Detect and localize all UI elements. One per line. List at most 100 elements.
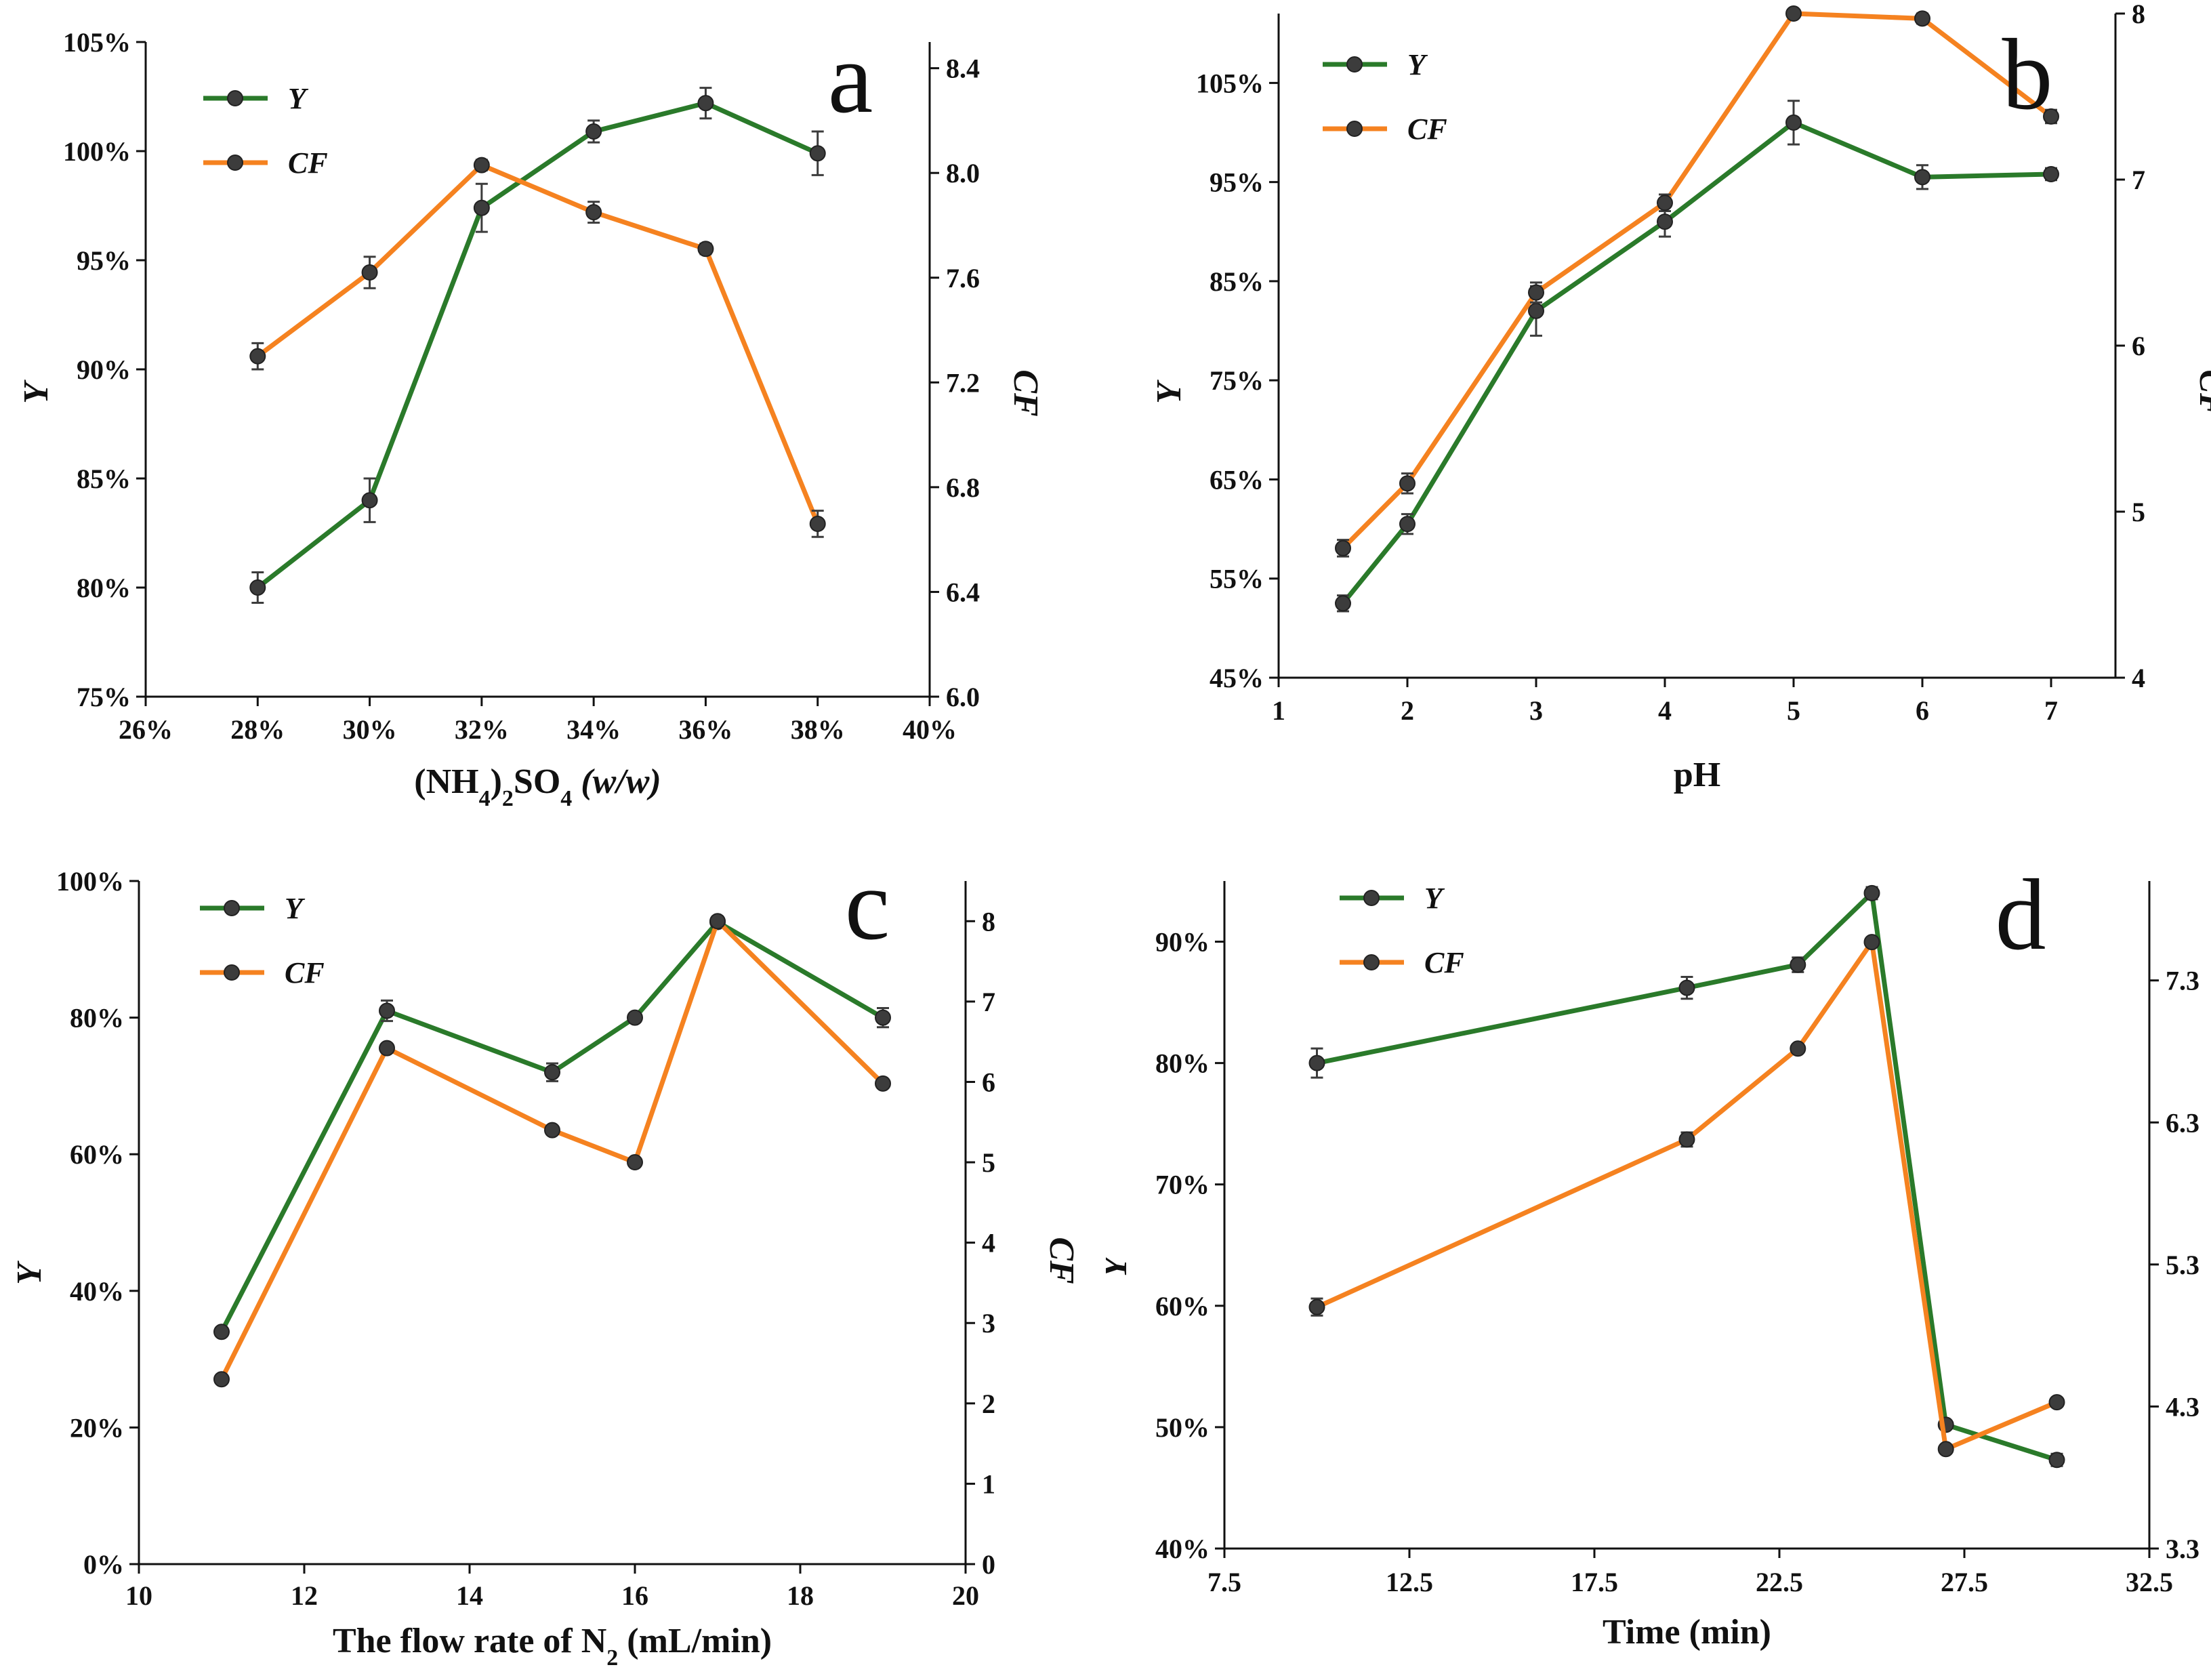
data-point-y — [2043, 165, 2059, 182]
data-point-cf — [1657, 194, 1673, 211]
legend-label-cf: CF — [288, 146, 328, 180]
data-point-y — [1678, 979, 1695, 996]
y-tick-label: 55% — [1210, 564, 1264, 594]
y2-tick-label: 7.2 — [946, 367, 980, 398]
y2-tick-label: 1 — [982, 1469, 995, 1499]
data-point-y — [697, 95, 714, 112]
x-tick-label: 16 — [621, 1580, 648, 1611]
series-line-cf — [1316, 939, 2058, 1452]
x-tick-label: 14 — [456, 1580, 483, 1611]
y2-tick-label: 3 — [982, 1308, 995, 1338]
data-point-cf — [1785, 5, 1802, 22]
chart-panel-b: 1 2 3 4 5 6 7 45% 55% 65% 75% 85% 95% 105% 4 5 6 7 8 pH Y CF Y… — [1150, 0, 2211, 794]
series-line-cf — [219, 918, 885, 1380]
legend-marker-y — [224, 900, 240, 916]
chart-panel-c: 10 12 14 16 18 200%20%40%60%80%100%012345678T… — [10, 848, 1081, 1671]
panel-letter: d — [1996, 859, 2046, 971]
y-tick-label: 40% — [70, 1276, 124, 1307]
data-point-cf — [213, 1371, 230, 1388]
data-point-y — [473, 199, 490, 216]
data-point-y — [379, 1002, 395, 1019]
legend-label-y: Y — [288, 82, 309, 115]
data-point-y — [249, 579, 266, 596]
x-tick-label: 38% — [791, 714, 845, 745]
data-point-cf — [473, 157, 490, 173]
y2-tick-label: 7 — [2132, 165, 2145, 195]
y-tick-label: 0% — [83, 1549, 124, 1580]
x-tick-label: 5 — [1787, 695, 1800, 726]
data-point-cf — [2048, 1394, 2065, 1411]
x-tick-label: 27.5 — [1941, 1567, 1988, 1597]
y-axis-title: Y — [1106, 1254, 1134, 1278]
y-tick-label: 80% — [77, 573, 131, 603]
y-tick-label: 105% — [1196, 68, 1264, 98]
chart-panel-d: 7.5 12.5 17.5 22.5 27.5 32.5 40% 50% 60% 70% 80% 90… — [1106, 859, 2199, 1652]
legend-marker-cf — [1363, 954, 1380, 970]
data-point-y — [213, 1324, 230, 1340]
x-tick-label: 20 — [952, 1580, 979, 1611]
y-tick-label: 50% — [1155, 1412, 1210, 1443]
data-point-y — [1863, 884, 1880, 901]
series-line-cf — [256, 163, 820, 525]
legend-marker-y — [1363, 890, 1380, 906]
y2-tick-label: 5 — [982, 1147, 995, 1178]
y2-tick-label: 8.0 — [946, 158, 980, 188]
y2-tick-label: 7.6 — [946, 263, 980, 293]
data-point-y — [1308, 1054, 1325, 1071]
data-point-y — [2048, 1452, 2065, 1469]
data-point-cf — [585, 204, 602, 221]
data-point-cf — [1863, 934, 1880, 951]
legend-marker-y — [227, 90, 243, 106]
x-tick-label: 40% — [903, 714, 957, 745]
legend-label-cf: CF — [1407, 112, 1447, 146]
y2-tick-label: 4 — [982, 1228, 995, 1258]
y-tick-label: 60% — [70, 1139, 124, 1170]
data-point-cf — [1308, 1298, 1325, 1315]
y-tick-label: 65% — [1210, 464, 1264, 495]
y-tick-label: 45% — [1210, 663, 1264, 693]
x-tick-label: 2 — [1401, 695, 1414, 726]
data-point-y — [1399, 516, 1416, 533]
data-point-cf — [809, 515, 826, 532]
x-axis-title: The flow rate of N2 (mL/min) — [333, 1622, 772, 1671]
data-point-cf — [875, 1075, 891, 1092]
data-point-cf — [1399, 475, 1416, 492]
data-point-cf — [1937, 1441, 1954, 1458]
data-point-y — [627, 1009, 643, 1026]
data-point-y — [1790, 956, 1806, 973]
x-tick-label: 17.5 — [1571, 1567, 1618, 1597]
y2-tick-label: 6.3 — [2166, 1107, 2199, 1138]
x-tick-label: 26% — [119, 714, 173, 745]
y-axis-title: Y — [17, 380, 56, 404]
y2-axis-title: CF — [2192, 369, 2211, 416]
y-tick-label: 95% — [77, 245, 131, 276]
chart-panel-a: 26% 28% 30% 32% 34% 36% 38% 40% 75% 80% 85% 90% 95% 1… — [17, 22, 1045, 811]
y-tick-label: 75% — [1210, 365, 1264, 396]
y-tick-label: 40% — [1155, 1534, 1210, 1564]
y-tick-label: 95% — [1210, 167, 1264, 198]
x-axis-title: (NH4)2SO4 (w/w) — [414, 762, 661, 811]
x-axis-title: Time (min) — [1603, 1613, 1771, 1652]
y-axis-title: Y — [10, 1261, 49, 1285]
data-point-y — [1785, 114, 1802, 131]
y-axis-title: Y — [1150, 380, 1189, 404]
x-tick-label: 6 — [1916, 695, 1929, 726]
x-tick-label: 28% — [230, 714, 285, 745]
data-point-y — [1657, 213, 1673, 230]
y2-tick-label: 6 — [982, 1067, 995, 1097]
data-point-cf — [627, 1154, 643, 1171]
legend-label-cf: CF — [1424, 946, 1464, 979]
y-tick-label: 60% — [1155, 1291, 1210, 1322]
data-point-cf — [249, 348, 266, 365]
y2-tick-label: 5.3 — [2166, 1250, 2199, 1280]
x-tick-label: 32% — [455, 714, 509, 745]
data-point-y — [585, 123, 602, 140]
data-point-y — [544, 1064, 560, 1081]
data-point-cf — [2043, 108, 2059, 125]
y-tick-label: 105% — [63, 27, 131, 58]
y-tick-label: 20% — [70, 1412, 124, 1443]
x-tick-label: 12 — [291, 1580, 318, 1611]
y2-tick-label: 8 — [982, 906, 995, 937]
y2-axis-title: CF — [1006, 369, 1045, 416]
panel-letter: b — [2002, 18, 2053, 131]
